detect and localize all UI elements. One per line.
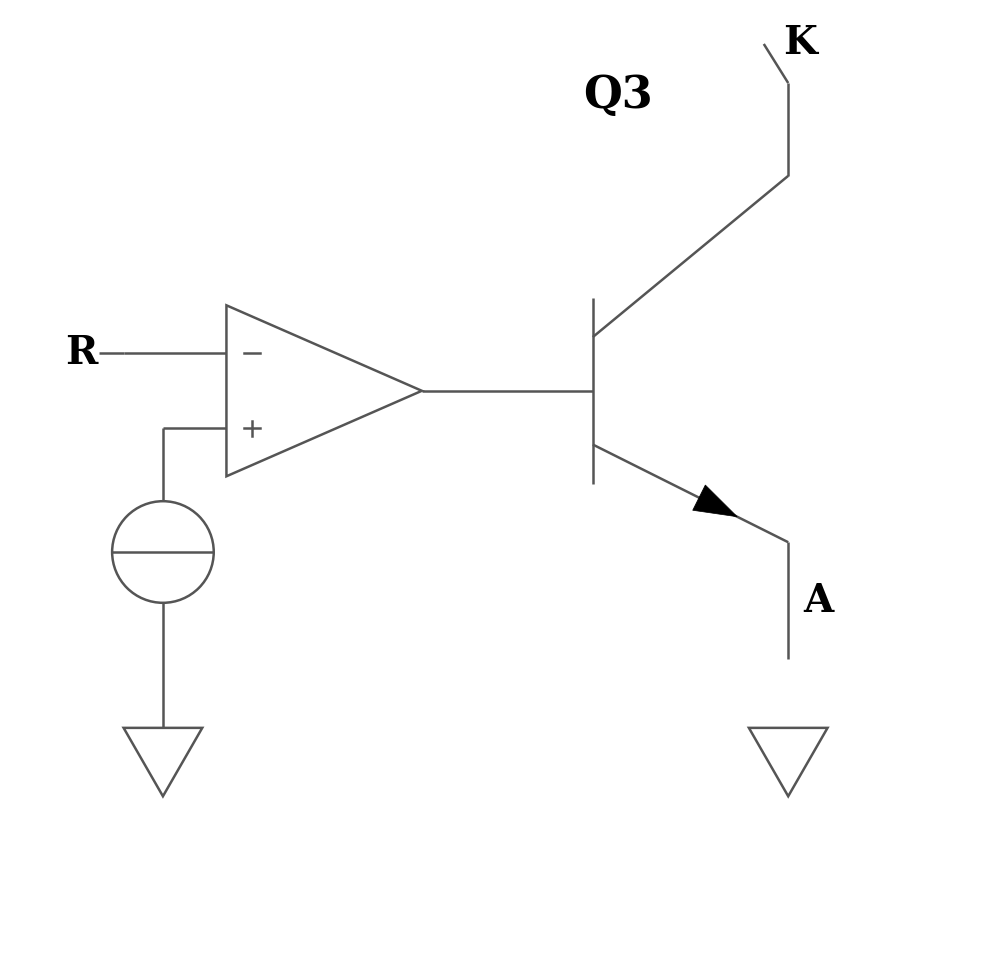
Polygon shape [693,485,737,517]
Text: K: K [783,24,817,63]
Text: R: R [65,334,98,372]
Text: A: A [803,582,833,620]
Text: Q3: Q3 [583,74,653,117]
